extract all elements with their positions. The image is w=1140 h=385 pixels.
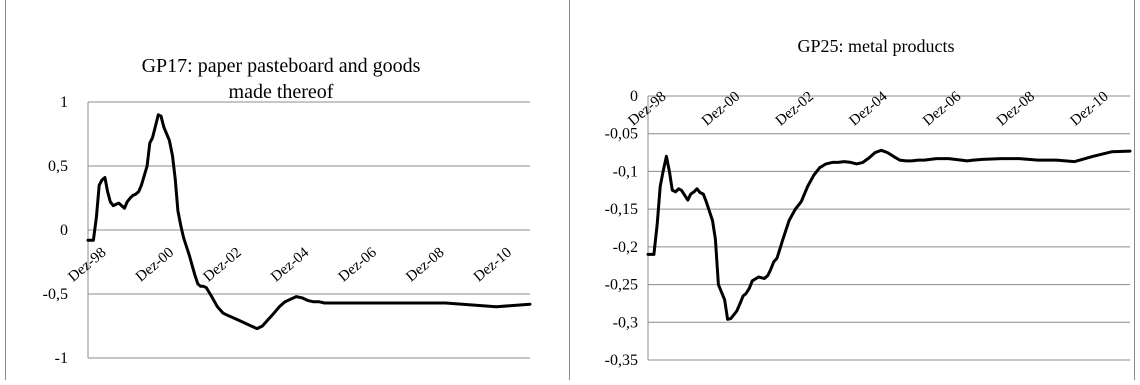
x-tick-label: Dez-08 xyxy=(403,245,447,286)
y-tick-label: -0,05 xyxy=(605,126,638,143)
y-tick-label: 0 xyxy=(630,88,638,105)
chart-panel-gp17: GP17: paper pasteboard and goods made the… xyxy=(0,0,562,380)
chart-title: GP25: metal products xyxy=(798,36,955,56)
y-tick-label: -0,5 xyxy=(43,286,68,303)
x-tick-label: Dez-02 xyxy=(773,89,817,130)
series-line xyxy=(86,113,532,331)
series-line xyxy=(646,148,1132,321)
chart-panel-gp25: GP25: metal products 0 -0,05 -0,1 -0,15 -0,2 -… xyxy=(576,0,1138,380)
y-tick-label: -0,25 xyxy=(605,277,638,294)
line-chart-gp25: GP25: metal products 0 -0,05 -0,1 -0,15 -0,2 -… xyxy=(605,36,1132,369)
frame-right-border xyxy=(1134,0,1135,380)
x-tick-label: Dez-10 xyxy=(471,245,515,286)
line-chart-gp17: GP17: paper pasteboard and goods made the… xyxy=(43,55,532,367)
x-tick-label: Dez-06 xyxy=(920,88,964,129)
y-tick-label: 0 xyxy=(60,222,68,239)
y-tick-label: -0,35 xyxy=(605,352,638,369)
x-tick-label: Dez-98 xyxy=(65,245,109,286)
x-tick-label: Dez-06 xyxy=(336,244,380,285)
y-tick-label: -0,15 xyxy=(605,201,638,218)
y-tick-label: -0,1 xyxy=(613,163,638,180)
chart-title: made thereof xyxy=(229,81,334,103)
chart-title: GP17: paper pasteboard and goods xyxy=(142,55,421,77)
x-tick-label: Dez-00 xyxy=(699,89,743,130)
y-tick-label: 1 xyxy=(60,94,68,111)
x-tick-label: Dez-08 xyxy=(994,89,1038,130)
x-tick-label: Dez-10 xyxy=(1068,89,1112,130)
y-tick-label: -1 xyxy=(55,350,68,367)
x-tick-label: Dez-04 xyxy=(268,244,312,285)
x-tick-label: Dez-04 xyxy=(846,88,890,129)
y-tick-label: -0,2 xyxy=(613,239,638,256)
y-tick-label: -0,3 xyxy=(613,314,638,331)
frame-divider xyxy=(569,0,570,380)
x-tick-label: Dez-00 xyxy=(133,245,177,286)
x-tick-label: Dez-02 xyxy=(201,245,245,286)
frame-left-border xyxy=(5,0,6,380)
y-tick-label: 0,5 xyxy=(48,158,68,175)
